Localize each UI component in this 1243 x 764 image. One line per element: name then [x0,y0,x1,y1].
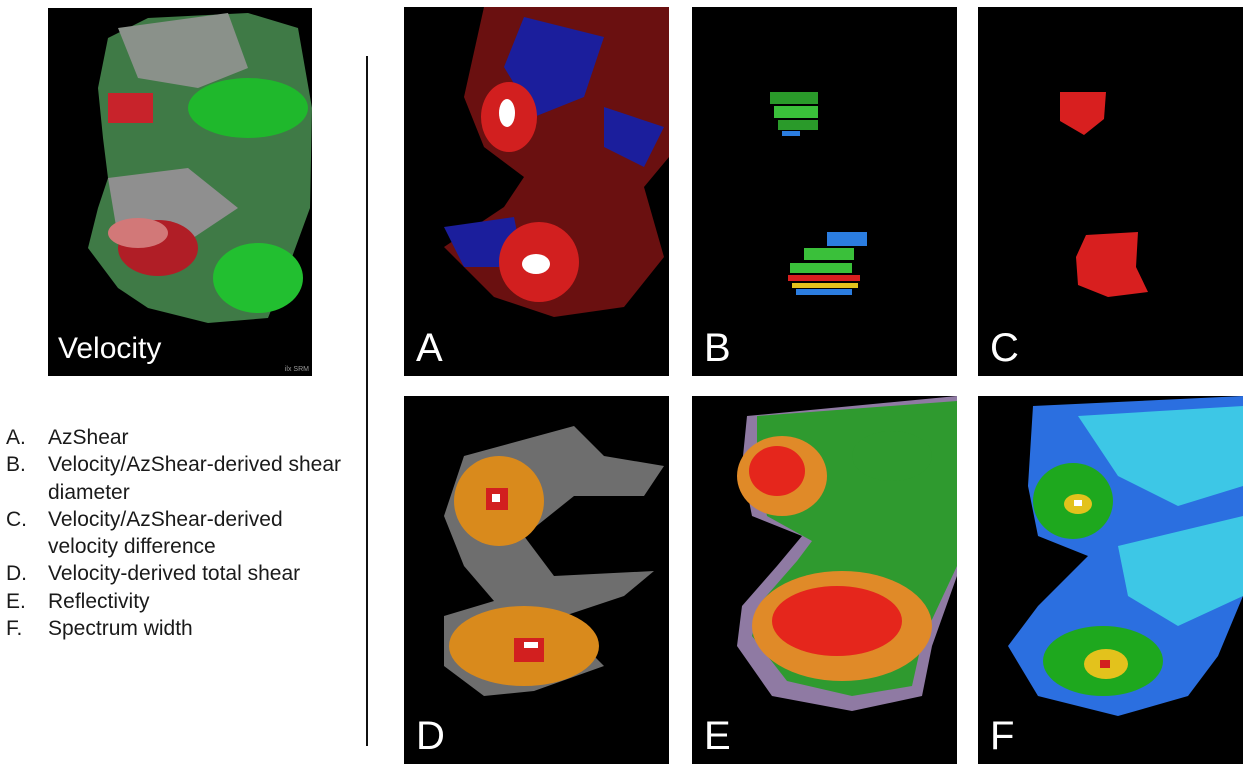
legend-text: Reflectivity [48,589,150,613]
velocity-panel: Velocity ilx SRM [48,8,312,376]
legend-letter: B. [6,453,26,477]
legend: A. AzShear B. Velocity/AzShear-derived she… [6,424,346,642]
panel-d: D [404,396,669,764]
velocity-image [88,13,312,323]
panel-e: E [692,396,957,764]
panel-b: B [692,7,957,376]
panel-letter: A [416,326,443,370]
vertical-divider [366,56,368,746]
legend-text: Velocity-derived total shear [48,562,301,586]
legend-letter: A. [6,426,26,449]
legend-item: D. Velocity-derived total shear [6,560,346,587]
legend-text: Velocity/AzShear-derived shear diameter [48,453,341,504]
panel-letter: F [990,714,1015,758]
legend-letter: C. [6,507,27,531]
legend-letter: F. [6,617,23,641]
panel-a: A [404,7,669,376]
panel-letter: D [416,714,445,758]
velocity-label: Velocity [58,332,162,365]
velocity-difference-image [1060,92,1148,297]
legend-letter: E. [6,589,26,613]
panel-letter: B [704,326,731,370]
panel-letter: E [704,714,731,758]
shear-diameter-image [770,92,867,295]
legend-item: B. Velocity/AzShear-derived shear diamete… [6,451,346,506]
spectrum-width-image [1008,396,1243,716]
legend-text: Spectrum width [48,617,193,641]
legend-item: E. Reflectivity [6,588,346,615]
panel-c: C [978,7,1243,376]
azshear-image [444,7,669,317]
total-shear-image [444,426,664,696]
legend-letter: D. [6,562,27,586]
panel-letter: C [990,326,1019,370]
legend-text: Velocity/AzShear-derived velocity differ… [48,507,283,559]
legend-text: AzShear [48,426,129,449]
legend-item: A. AzShear [6,424,346,451]
product-tag: ilx SRM [284,366,309,373]
reflectivity-image [737,396,957,711]
legend-item: C. Velocity/AzShear-derived velocity diff… [6,506,346,561]
panel-f: F [978,396,1243,764]
legend-item: F. Spectrum width [6,615,346,642]
